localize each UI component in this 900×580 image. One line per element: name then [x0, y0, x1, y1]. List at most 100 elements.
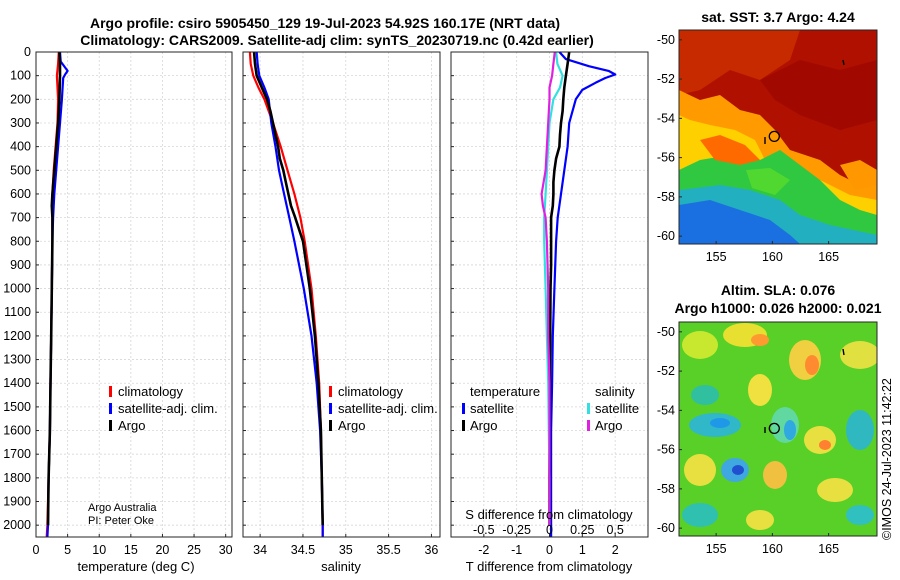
figure-title-line1: Argo profile: csiro 5905450_129 19-Jul-2…	[90, 15, 560, 31]
y-tick-label: 1400	[3, 376, 31, 390]
x-tick-label: 15	[124, 543, 138, 557]
temperature-profile-panel: 0 5 10 15 20 25 30	[33, 51, 233, 557]
sla-field-blob	[682, 331, 718, 359]
sla-field-blob	[805, 355, 819, 375]
sst-map	[679, 30, 877, 244]
sst-field-blue	[679, 200, 800, 244]
legend-swatch-s-satellite	[587, 403, 590, 414]
sst-track-marks	[764, 59, 845, 144]
difference-top-xlabel: S difference from climatology	[465, 507, 633, 522]
legend-swatch-climatology	[109, 386, 112, 397]
map-y-tick-label: -50	[657, 33, 675, 47]
x-tick-label: 35.5	[376, 543, 400, 557]
sla-field-blob	[710, 418, 730, 428]
sla-field-blob	[684, 454, 716, 486]
difference-profile-panel: -2 -1 0 1 2 -0.5 -0.25 0 0.25 0.5	[450, 51, 649, 557]
x-tick-label: 25	[187, 543, 201, 557]
map-y-tick-label: -52	[657, 364, 675, 378]
temperature-legend: climatology satellite-adj. clim. Argo	[109, 384, 218, 433]
y-tick-label: 800	[10, 234, 31, 248]
y-tick-label: 1500	[3, 400, 31, 414]
map-y-tick-label: -54	[657, 111, 675, 125]
difference-xlabel: T difference from climatology	[466, 559, 633, 574]
sla-field-blob	[846, 410, 874, 450]
legend-label-satellite: satellite-adj. clim.	[338, 401, 438, 416]
salinity-legend: climatology satellite-adj. clim. Argo	[329, 384, 438, 433]
credit-line1: Argo Australia	[88, 502, 157, 514]
map-x-tick-label: 160	[762, 250, 783, 264]
sst-field-green-patch	[746, 168, 790, 195]
legend-label-argo: Argo	[338, 418, 365, 433]
x-tick-label: 34	[253, 543, 267, 557]
sst-field-orange-eddy	[700, 135, 760, 165]
difference-legend: temperature satellite Argo salinity sate…	[462, 384, 639, 433]
y-tick-label: 1200	[3, 329, 31, 343]
x-tick-label: 1	[579, 543, 586, 557]
legend-title-salinity: salinity	[595, 384, 635, 399]
sla-track-marks	[764, 348, 845, 433]
y-tick-label: 500	[10, 163, 31, 177]
sst-map-title: sat. SST: 3.7 Argo: 4.24	[701, 9, 855, 25]
sla-field-blob	[817, 478, 853, 502]
legend-swatch-satellite	[109, 403, 112, 414]
salinity-xlabel: salinity	[321, 559, 361, 574]
salinity-profile-panel: 34 34.5 35 35.5 36	[242, 51, 441, 557]
y-tick-label: 1300	[3, 353, 31, 367]
x-tick-label: 0	[33, 543, 40, 557]
map-y-tick-label: -50	[657, 325, 675, 339]
y-tick-label: 1000	[3, 282, 31, 296]
sla-field-blob	[748, 374, 772, 406]
map-x-tick-label: 160	[762, 542, 783, 556]
sla-field-blob	[819, 440, 831, 450]
credit-line2: PI: Peter Oke	[88, 515, 154, 527]
series-line-argo	[46, 51, 62, 526]
sla-field-blob	[751, 334, 769, 346]
sla-field-blob	[691, 385, 719, 405]
sla-map	[679, 322, 877, 536]
map-x-tick-label: 165	[818, 542, 839, 556]
panel-frame	[242, 51, 441, 538]
x-tick-label: -2	[478, 543, 489, 557]
series-line-t-satellite	[549, 51, 617, 537]
map-y-tick-label: -60	[657, 521, 675, 535]
legend-swatch-satellite	[329, 403, 332, 414]
series-line-t-argo	[548, 51, 571, 526]
y-tick-label: 1100	[4, 305, 31, 319]
legend-swatch-argo	[109, 420, 112, 431]
y-tick-label: 1700	[3, 447, 31, 461]
series-line-climatology	[248, 51, 324, 537]
x-tick-label: 30	[219, 543, 233, 557]
sla-field-blob	[763, 461, 787, 489]
legend-label-s-satellite: satellite	[595, 401, 639, 416]
series-line-argo	[252, 51, 324, 526]
map-y-tick-label: -52	[657, 72, 675, 86]
y-tick-label: 1900	[3, 495, 31, 509]
depth-tick-labels: 0 100 200 300 400 500 600 700 800 900 1000 1100 1200…	[3, 45, 31, 532]
y-tick-label: 900	[10, 258, 31, 272]
legend-label-climatology: climatology	[338, 384, 404, 399]
sla-map-frame	[678, 321, 878, 537]
map-y-tick-label: -54	[657, 403, 675, 417]
sst-argo-position-marker	[768, 130, 780, 143]
y-tick-label: 2000	[3, 518, 31, 532]
y-tick-label: 300	[10, 116, 31, 130]
sst-field-orange-east	[840, 160, 877, 190]
legend-swatch-t-satellite	[462, 403, 465, 414]
sla-argo-position-marker	[768, 422, 780, 435]
y-tick-label: 600	[10, 187, 31, 201]
map-y-tick-label: -58	[657, 482, 675, 496]
y-tick-label: 700	[10, 211, 31, 225]
sla-field-blob	[746, 510, 774, 530]
panel-frame	[35, 51, 233, 538]
legend-label-s-argo: Argo	[595, 418, 622, 433]
top-x-tick-label: -0.25	[502, 523, 531, 537]
temperature-xlabel: temperature (deg C)	[77, 559, 194, 574]
x-tick-label: 35	[339, 543, 353, 557]
map-x-tick-label: 155	[706, 250, 727, 264]
map-x-tick-label: 165	[818, 250, 839, 264]
legend-swatch-argo	[329, 420, 332, 431]
x-tick-label: -1	[511, 543, 522, 557]
top-x-tick-label: 0.25	[570, 523, 594, 537]
sla-field-blob	[804, 426, 836, 454]
